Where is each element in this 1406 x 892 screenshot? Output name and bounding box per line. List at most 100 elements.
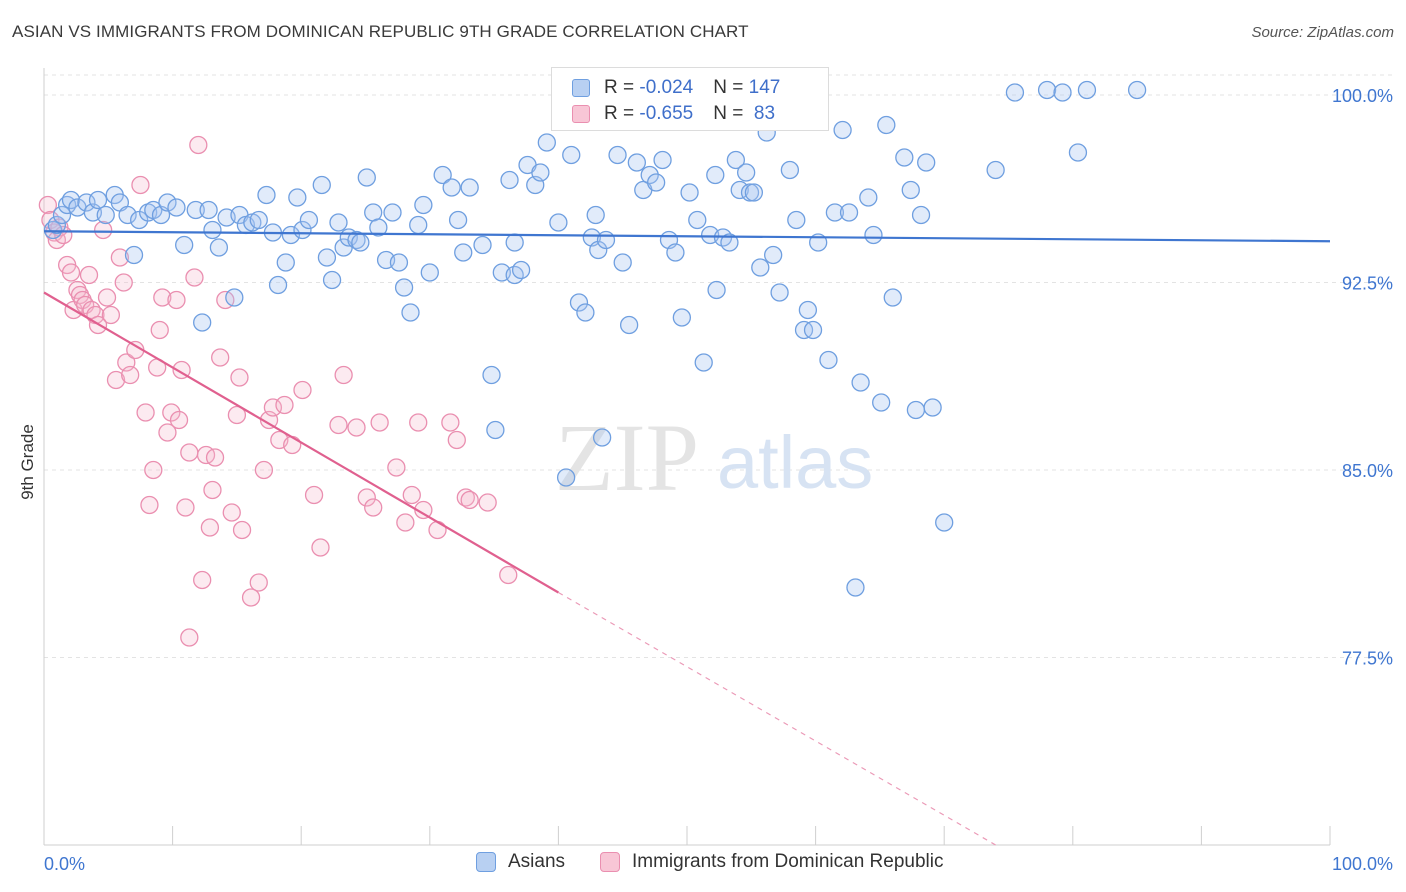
dominican-point	[329, 415, 348, 435]
asian-point	[433, 165, 452, 185]
y-tick-label: 77.5%	[1342, 649, 1393, 669]
legend-swatch-dominican	[572, 105, 590, 123]
asian-point	[688, 210, 707, 230]
asian-point	[1053, 83, 1072, 102]
dominican-point	[68, 280, 87, 300]
dominican-point	[38, 195, 58, 215]
legend-n-label: N =	[713, 103, 749, 124]
asian-point	[199, 200, 218, 220]
asian-point	[414, 195, 433, 215]
dominican-point	[499, 565, 518, 585]
asian-point	[47, 215, 67, 235]
y-tick-label: 85.0%	[1342, 461, 1393, 481]
legend-r-value: -0.024	[639, 77, 694, 98]
dominican-point	[176, 498, 195, 517]
tick-labels: 100.0% 92.5% 85.0% 77.5% 0.0% 100.0%	[44, 86, 1393, 874]
asian-point	[613, 253, 632, 272]
asian-point	[317, 248, 337, 267]
asian-point	[619, 315, 639, 335]
asian-point	[482, 365, 501, 385]
dominican-point	[409, 413, 428, 432]
asian-point	[707, 280, 726, 300]
asian-point	[851, 373, 870, 392]
dominican-point	[79, 265, 99, 285]
asian-point	[209, 238, 229, 257]
series-swatch-dominican	[600, 852, 620, 872]
dominican-point	[97, 288, 117, 307]
dominican-point	[169, 410, 189, 430]
dominican-point	[144, 460, 163, 480]
asian-point	[803, 320, 823, 340]
dominican-point	[180, 628, 199, 647]
watermark-atlas: atlas	[717, 421, 873, 504]
asian-point	[442, 178, 461, 197]
trend-lines	[43, 230, 1331, 846]
series-label-dominican: Immigrants from Dominican Republic	[632, 851, 944, 872]
legend-row-asians: R = -0.024 N = 147	[572, 76, 780, 100]
asian-point	[706, 165, 725, 185]
asian-point	[124, 245, 144, 265]
asian-point	[448, 210, 468, 230]
asian-point	[357, 168, 376, 187]
asian-point	[589, 240, 608, 260]
dominican-point	[347, 418, 366, 437]
dominican-point	[121, 365, 140, 385]
asian-point	[740, 183, 760, 202]
dominican-trend-extension	[558, 591, 996, 846]
asian-point	[505, 233, 524, 252]
dominican-point	[232, 520, 252, 540]
asian-point	[923, 398, 942, 417]
dominican-point	[203, 480, 222, 500]
asian-point	[819, 350, 838, 370]
asian-point	[872, 393, 891, 412]
asian-point	[401, 303, 420, 322]
watermark-zip: ZIP	[555, 404, 699, 511]
asian-point	[986, 160, 1005, 180]
asian-point	[52, 205, 72, 225]
dominican-point	[153, 288, 172, 307]
correlation-legend: R = -0.024 N = 147 R = -0.655 N = 83	[551, 67, 829, 131]
dominican-point	[263, 398, 283, 417]
asian-point	[96, 205, 115, 225]
asian-point	[901, 180, 920, 200]
asian-point	[460, 178, 479, 197]
dominican-point	[180, 443, 199, 462]
dominican-point	[211, 348, 230, 367]
chart-title: ASIAN VS IMMIGRANTS FROM DOMINICAN REPUB…	[12, 22, 749, 41]
series-legend: Asians Immigrants from Dominican Republi…	[0, 851, 1406, 877]
dominican-point	[150, 320, 169, 340]
asian-point	[186, 200, 205, 220]
asian-point	[726, 150, 746, 170]
asian-point	[473, 235, 492, 255]
legend-n-label: N =	[713, 77, 749, 98]
dominican-trend-line	[43, 291, 559, 594]
asian-point	[586, 205, 605, 225]
asian-point	[225, 288, 244, 307]
asian-point	[312, 175, 331, 195]
asian-point	[737, 163, 756, 182]
dominican-point	[478, 493, 497, 512]
dominican-point	[167, 290, 186, 310]
series-legend-dominican[interactable]: Immigrants from Dominican Republic	[600, 851, 944, 873]
dominican-point	[283, 435, 302, 455]
asian-point	[592, 428, 612, 447]
dominican-point	[227, 405, 247, 425]
asian-point	[627, 153, 646, 172]
asian-point	[859, 188, 878, 207]
dominican-points	[38, 135, 518, 647]
dominican-point	[140, 495, 159, 515]
x-tick-label: 0.0%	[44, 854, 85, 874]
asian-point	[569, 293, 589, 312]
asian-point	[454, 243, 473, 262]
asian-point	[531, 163, 550, 182]
asian-point	[369, 218, 388, 237]
dominican-point	[193, 570, 212, 590]
asian-point	[895, 148, 914, 167]
asian-point	[839, 203, 859, 222]
asian-point	[576, 303, 595, 322]
dominican-point	[396, 513, 415, 532]
dominican-point	[131, 175, 150, 195]
series-legend-asians[interactable]: Asians	[476, 851, 565, 873]
asian-point	[249, 210, 268, 230]
asian-point	[88, 190, 108, 210]
